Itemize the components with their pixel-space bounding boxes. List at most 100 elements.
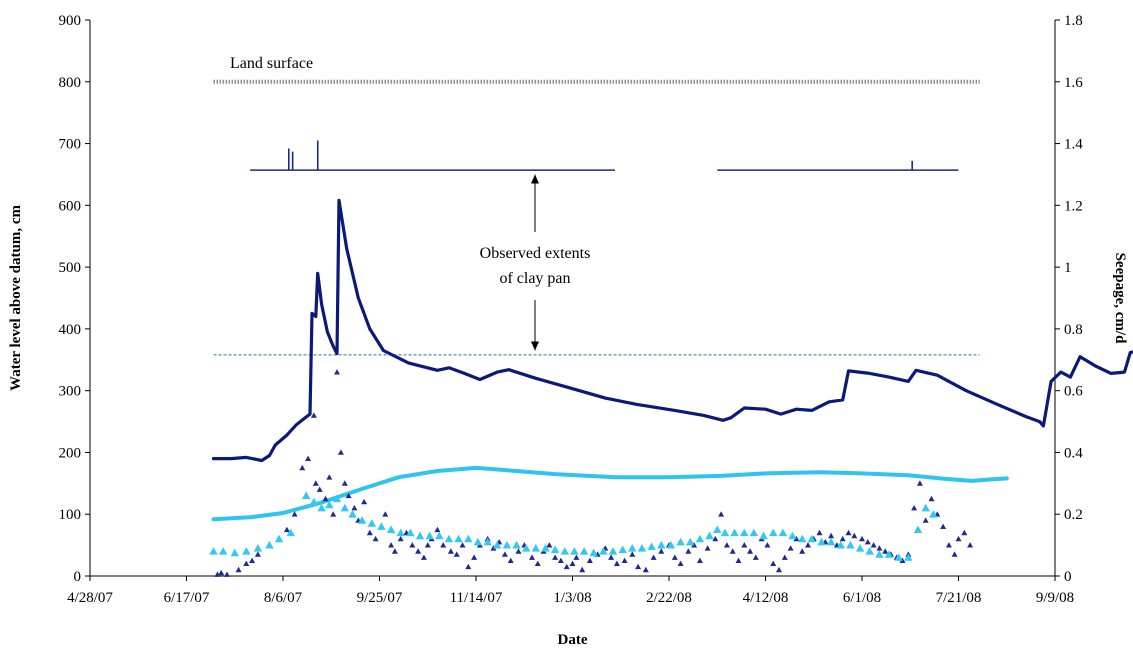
- seepage_dark-point: [447, 548, 454, 554]
- y2-tick-label: 0.6: [1064, 384, 1083, 400]
- seepage_dark-point: [793, 535, 800, 542]
- seepage_dark-point: [799, 548, 806, 554]
- seepage_light-point: [309, 497, 319, 506]
- y-axis-title: Water level above datum, cm: [8, 205, 24, 391]
- seepage_dark-point: [459, 542, 466, 548]
- y-tick-label: 400: [59, 322, 82, 338]
- seepage_light-point: [522, 544, 531, 552]
- seepage_light-point: [836, 540, 845, 549]
- seepage_dark-point: [453, 551, 460, 557]
- seepage_light-point: [357, 516, 367, 524]
- seepage_light-point: [332, 494, 342, 503]
- seepage_dark-point: [316, 486, 323, 492]
- seepage_dark-point: [642, 566, 649, 573]
- seepage_dark-point: [507, 557, 514, 563]
- seepage_dark-point: [961, 529, 968, 536]
- seepage_dark-point: [334, 369, 340, 375]
- seepage_dark-point: [214, 571, 221, 577]
- seepage_light-point: [406, 528, 415, 537]
- seepage_light-point: [894, 553, 903, 561]
- seepage_dark-point: [876, 545, 883, 551]
- y-tick-label: 800: [59, 75, 82, 91]
- seepage_dark-point: [409, 542, 416, 548]
- seepage_light-point: [377, 522, 386, 530]
- x-tick-label: 8/6/07: [264, 590, 303, 606]
- seepage_dark-point: [299, 464, 306, 471]
- seepage_dark-point: [440, 542, 447, 548]
- seepage_light-point: [483, 537, 492, 546]
- y2-tick-label: 0: [1064, 569, 1072, 585]
- seepage_dark-point: [741, 542, 748, 548]
- seepage_dark-point: [569, 560, 576, 566]
- reference-lines: [213, 79, 980, 356]
- seepage_dark-point: [945, 542, 952, 548]
- seepage_dark-point: [312, 480, 319, 486]
- seepage_dark-point: [723, 542, 730, 548]
- seepage_dark-point: [916, 480, 923, 486]
- seepage_light-point: [209, 547, 218, 555]
- seepage_light-point: [425, 531, 434, 540]
- x-tick-label: 4/28/07: [67, 590, 113, 606]
- seepage_dark-point: [845, 529, 852, 536]
- seepage_dark-point: [859, 535, 865, 542]
- seepage_dark-point: [471, 554, 478, 560]
- seepage_dark-point: [341, 480, 348, 486]
- seepage_dark-point: [291, 511, 298, 517]
- land-surface-label: Land surface: [230, 55, 313, 72]
- seepage_dark-point: [828, 532, 835, 539]
- seepage_dark-point: [770, 560, 777, 566]
- y2-tick-label: 0.4: [1064, 445, 1083, 461]
- seepage_dark-point: [752, 554, 759, 560]
- seepage_light-point: [253, 544, 263, 552]
- clay-pan-label-line: of clay pan: [499, 270, 570, 287]
- seepage_light-point: [713, 525, 722, 533]
- seepage_dark-point: [434, 526, 441, 533]
- seepage_dark-point: [529, 554, 535, 560]
- seepage_light-point: [340, 503, 349, 512]
- seepage_dark-point: [729, 548, 736, 554]
- seepage_light-point: [415, 531, 425, 540]
- seepage_dark-point: [787, 545, 794, 551]
- seepage_dark-point: [764, 542, 771, 548]
- seepage_dark-point: [677, 560, 684, 566]
- plot-frame: [89, 20, 1056, 577]
- seepage_dark-point: [608, 554, 615, 560]
- seepage_light-point: [769, 528, 778, 537]
- axis-ticks: 0 100 200 300 400 500 600 700 800 900 0 0.2 0.4 0.6 0.…: [59, 13, 1084, 606]
- y-tick-label: 200: [59, 445, 82, 461]
- y2-tick-label: 1.4: [1064, 137, 1083, 153]
- seepage_light-point: [817, 537, 826, 546]
- seepage_light-point: [317, 503, 326, 512]
- seepage_dark-point: [621, 557, 628, 563]
- seepage_dark-point: [635, 563, 642, 570]
- seepage_light-point: [570, 547, 579, 555]
- seepage_dark-point: [465, 563, 472, 570]
- seepage_light-point: [550, 545, 560, 554]
- seepage_light-point: [493, 540, 502, 549]
- seepage_dark-point: [776, 566, 782, 573]
- y2-tick-label: 1.6: [1064, 75, 1083, 91]
- seepage_light-point: [676, 537, 685, 546]
- seepage_dark-point: [882, 548, 889, 554]
- seepage_light-point: [798, 534, 807, 543]
- clay-pan-arrowhead-up: [531, 174, 539, 184]
- seepage_light-point: [473, 537, 483, 546]
- seepage_light-point: [705, 531, 714, 540]
- seepage_light-point: [618, 545, 627, 554]
- seepage_dark-point: [781, 554, 788, 560]
- seepage_light-point: [666, 540, 676, 549]
- seepage_dark-point: [613, 560, 620, 566]
- y2-tick-label: 1: [1064, 260, 1072, 276]
- seepage_light-point: [454, 534, 463, 543]
- seepage_dark-point: [685, 548, 692, 554]
- seepage_light-point: [759, 531, 768, 540]
- seepage_dark-point: [420, 554, 427, 560]
- seepage_dark-point: [629, 551, 636, 557]
- seepage_light-point: [396, 528, 405, 537]
- series-lines: [211, 198, 1133, 522]
- seepage_dark-point: [310, 412, 317, 418]
- seepage_dark-point: [397, 535, 404, 542]
- x-tick-label: 9/9/08: [1036, 590, 1074, 606]
- seepage_light-point: [325, 500, 334, 509]
- seepage_dark-point: [870, 542, 877, 548]
